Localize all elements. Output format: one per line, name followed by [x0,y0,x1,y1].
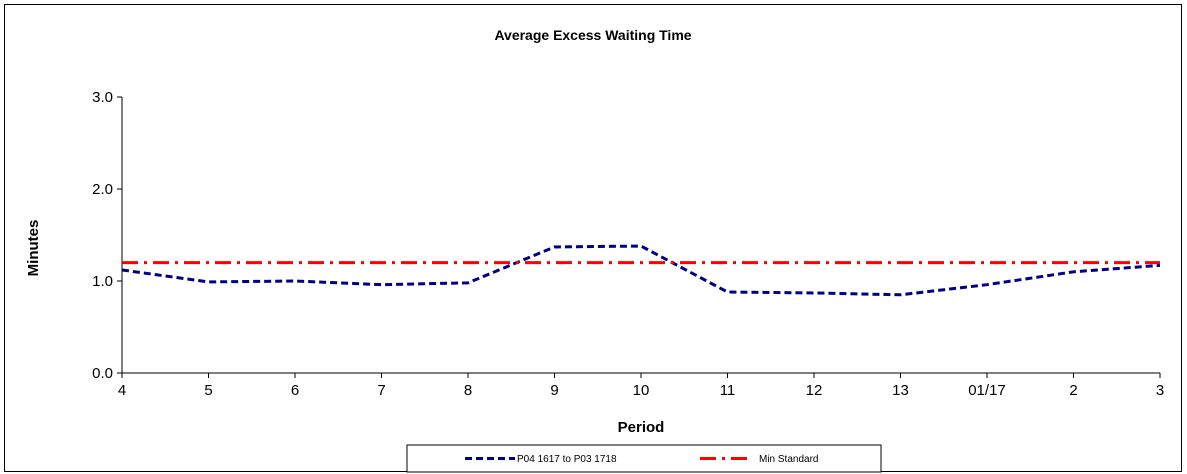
x-tick-label: 12 [806,382,823,399]
legend-box [406,444,882,473]
x-tick-label: 2 [1069,382,1077,399]
y-tick-labels: 0.0 1.0 2.0 3.0 [92,89,113,382]
x-tick-label: 7 [377,382,385,399]
x-tick-label: 9 [550,382,558,399]
chart-title: Average Excess Waiting Time [494,27,691,43]
x-tick-labels: 4 5 6 7 8 9 10 11 12 13 01/17 2 3 [118,382,1164,399]
y-tick-label: 2.0 [92,181,113,198]
legend-label-series-1: P04 1617 to P03 1718 [517,454,617,465]
x-tick-label: 01/17 [968,382,1006,399]
x-tick-label: 3 [1156,382,1164,399]
chart-frame: Average Excess Waiting Time Minutes Peri… [4,4,1182,473]
legend: P04 1617 to P03 1718 Min Standard [406,444,882,473]
x-tick-label: 5 [204,382,212,399]
x-tick-label: 8 [464,382,472,399]
series-lines [121,244,1161,297]
x-tick-label: 4 [118,382,126,399]
x-tick-label: 13 [892,382,909,399]
x-axis-title: Period [618,419,665,436]
x-tick-label: 6 [291,382,299,399]
y-tick-label: 1.0 [92,273,113,290]
series-line-1 [121,244,1161,297]
y-axis-title: Minutes [25,220,42,277]
y-tick-label: 3.0 [92,89,113,106]
x-tick-label: 11 [720,382,736,399]
legend-label-series-2: Min Standard [759,454,818,465]
x-tick-label: 10 [633,382,650,399]
y-tick-label: 0.0 [92,365,113,382]
chart-svg: Average Excess Waiting Time Minutes Peri… [25,27,1164,473]
axes [117,96,1161,378]
